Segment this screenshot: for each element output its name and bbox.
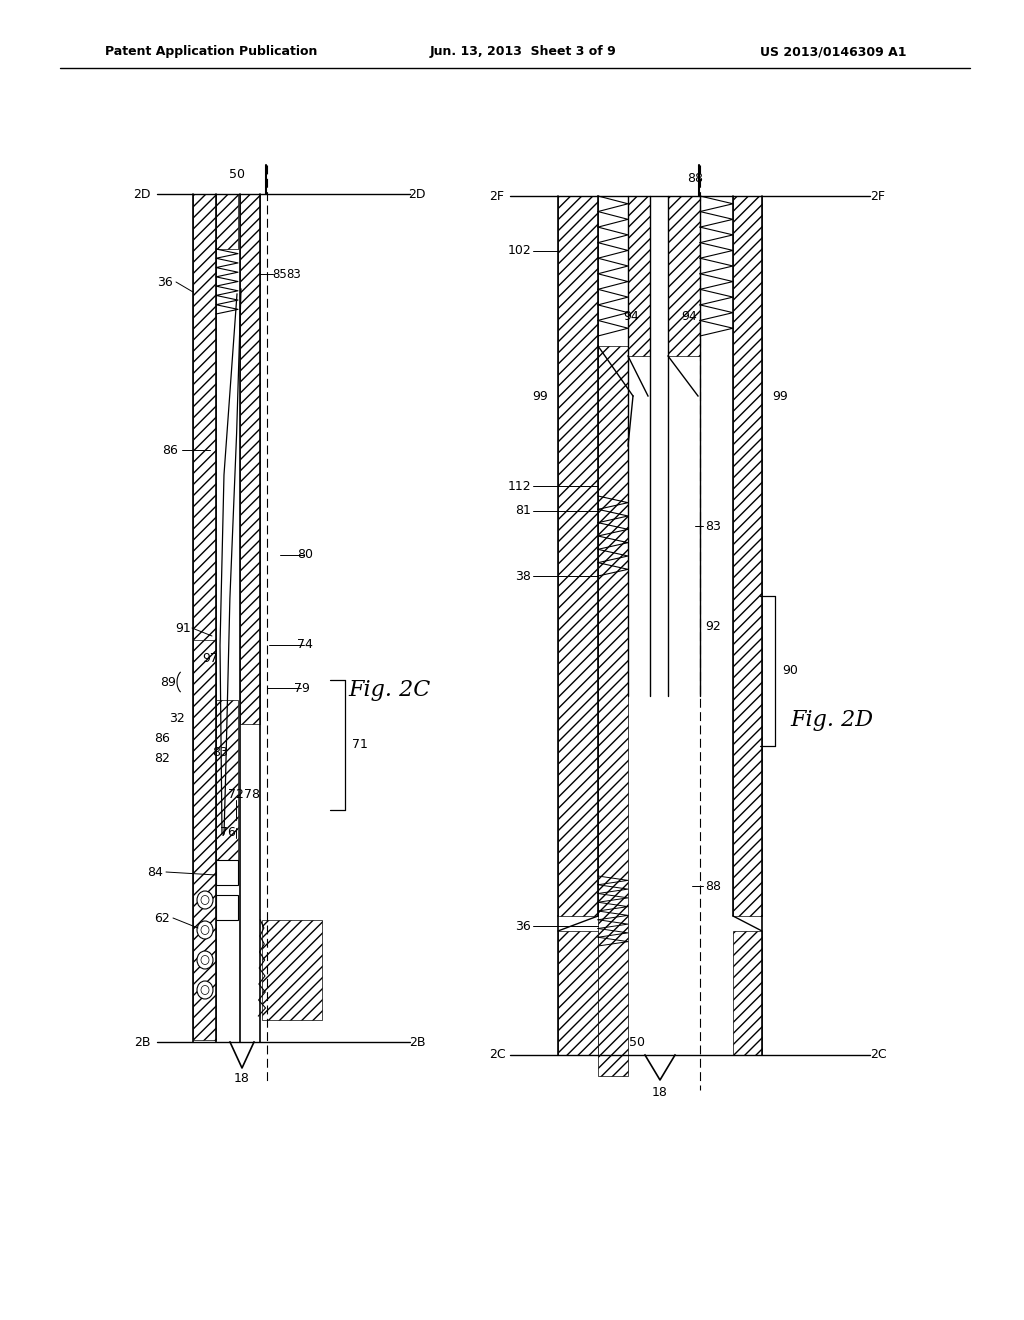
Bar	[193, 640, 216, 1040]
Bar	[558, 195, 598, 916]
Bar	[216, 194, 238, 249]
Ellipse shape	[201, 986, 209, 994]
Bar	[262, 920, 322, 1020]
Text: 2D: 2D	[133, 187, 151, 201]
Text: 18: 18	[652, 1085, 668, 1098]
Text: 94: 94	[681, 309, 697, 322]
Text: 79: 79	[294, 681, 310, 694]
Bar	[628, 195, 650, 356]
Text: 88: 88	[687, 172, 703, 185]
Text: 2C: 2C	[869, 1048, 887, 1061]
Text: 84: 84	[147, 866, 163, 879]
Text: Jun. 13, 2013  Sheet 3 of 9: Jun. 13, 2013 Sheet 3 of 9	[430, 45, 616, 58]
Text: 50: 50	[229, 169, 245, 181]
Text: 80: 80	[297, 549, 313, 561]
Text: 36: 36	[515, 920, 531, 932]
Ellipse shape	[197, 950, 213, 969]
Text: 102: 102	[507, 244, 531, 257]
Text: 2F: 2F	[489, 190, 505, 202]
Ellipse shape	[197, 921, 213, 939]
Text: 76: 76	[220, 826, 236, 840]
Text: 83: 83	[287, 268, 301, 281]
Bar	[240, 194, 260, 723]
Text: 86: 86	[154, 731, 170, 744]
Text: 32: 32	[169, 711, 185, 725]
Text: 83: 83	[705, 520, 721, 532]
Text: 62: 62	[155, 912, 170, 924]
Text: 99: 99	[532, 389, 548, 403]
Text: 90: 90	[782, 664, 798, 677]
Text: 2F: 2F	[870, 190, 886, 202]
Bar	[558, 931, 598, 1055]
Text: 2C: 2C	[488, 1048, 505, 1061]
Text: 85: 85	[272, 268, 288, 281]
Text: 50: 50	[629, 1036, 645, 1049]
Text: 71: 71	[352, 738, 368, 751]
Text: US 2013/0146309 A1: US 2013/0146309 A1	[760, 45, 906, 58]
Text: 81: 81	[515, 504, 531, 517]
Text: Patent Application Publication: Patent Application Publication	[105, 45, 317, 58]
Text: 18: 18	[234, 1072, 250, 1085]
Bar	[216, 895, 238, 920]
Text: 92: 92	[705, 619, 721, 632]
Text: 91: 91	[175, 622, 190, 635]
Ellipse shape	[201, 925, 209, 935]
Ellipse shape	[201, 956, 209, 965]
Text: 72: 72	[228, 788, 244, 801]
Bar	[733, 195, 762, 916]
Text: 2D: 2D	[409, 187, 426, 201]
Bar	[193, 194, 216, 834]
Bar	[733, 931, 762, 1055]
Text: 78: 78	[244, 788, 260, 801]
Text: Fig. 2D: Fig. 2D	[790, 709, 873, 731]
Text: 88: 88	[705, 879, 721, 892]
Bar	[668, 195, 700, 356]
Text: 99: 99	[772, 389, 787, 403]
Text: 89: 89	[160, 676, 176, 689]
Text: 97: 97	[202, 652, 218, 664]
Text: Fig. 2C: Fig. 2C	[348, 678, 430, 701]
Ellipse shape	[197, 891, 213, 909]
Ellipse shape	[197, 981, 213, 999]
Text: 2B: 2B	[134, 1035, 151, 1048]
Text: 38: 38	[515, 569, 531, 582]
Ellipse shape	[201, 895, 209, 904]
Text: 94: 94	[624, 309, 639, 322]
Text: 112: 112	[507, 479, 531, 492]
Text: 82: 82	[154, 751, 170, 764]
Text: 36: 36	[157, 276, 173, 289]
Bar	[598, 346, 628, 1076]
Text: 74: 74	[297, 639, 313, 652]
Text: 86: 86	[162, 444, 178, 457]
Text: 2B: 2B	[409, 1035, 425, 1048]
Bar	[216, 700, 238, 880]
Text: 83: 83	[212, 746, 228, 759]
Bar	[216, 861, 238, 884]
